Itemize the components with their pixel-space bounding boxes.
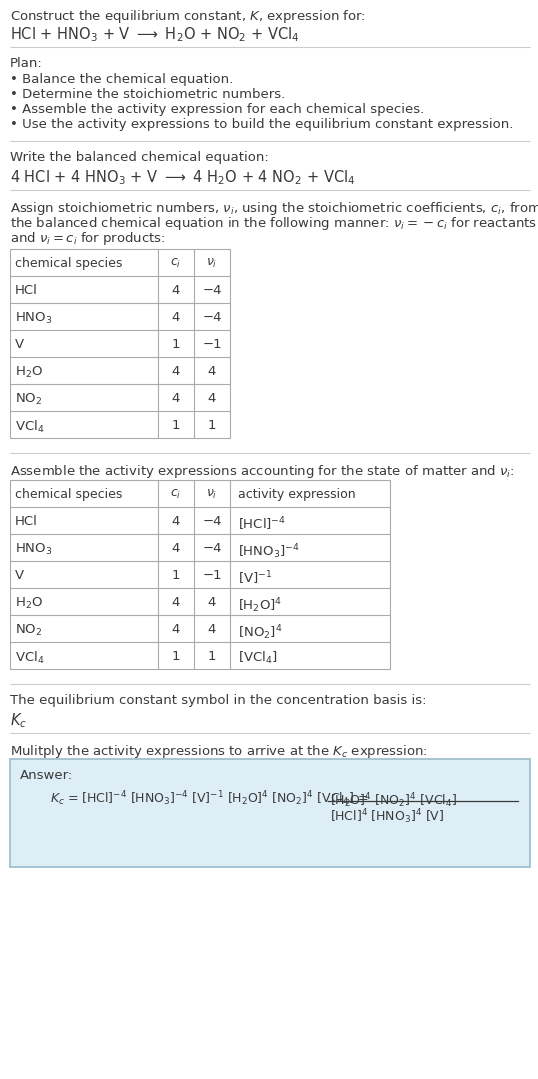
Text: 1: 1	[172, 338, 180, 351]
Text: 4: 4	[208, 365, 216, 378]
Text: $K_c$ = [HCl]$^{-4}$ [HNO$_3$]$^{-4}$ [V]$^{-1}$ [H$_2$O]$^4$ [NO$_2$]$^4$ [VCl$: $K_c$ = [HCl]$^{-4}$ [HNO$_3$]$^{-4}$ [V…	[50, 789, 369, 808]
Text: $\nu_i$: $\nu_i$	[206, 488, 218, 501]
Text: V: V	[15, 338, 24, 351]
Text: $K_c$: $K_c$	[10, 711, 27, 729]
Text: 1: 1	[208, 650, 216, 663]
Text: NO$_2$: NO$_2$	[15, 623, 43, 638]
Text: HCl: HCl	[15, 284, 38, 297]
Bar	[10, 480, 390, 669]
Text: 4 HCl + 4 HNO$_3$ + V $\longrightarrow$ 4 H$_2$O + 4 NO$_2$ + VCl$_4$: 4 HCl + 4 HNO$_3$ + V $\longrightarrow$ …	[10, 168, 356, 187]
Bar	[10, 759, 530, 868]
Text: Answer:: Answer:	[20, 769, 73, 782]
Text: [HCl]$^4$ [HNO$_3$]$^4$ [V]: [HCl]$^4$ [HNO$_3$]$^4$ [V]	[330, 807, 444, 825]
Text: VCl$_4$: VCl$_4$	[15, 650, 45, 666]
Text: • Balance the chemical equation.: • Balance the chemical equation.	[10, 73, 233, 86]
Text: 4: 4	[172, 284, 180, 297]
Text: NO$_2$: NO$_2$	[15, 392, 43, 407]
Text: $c_i$: $c_i$	[171, 257, 182, 270]
Text: 1: 1	[172, 419, 180, 432]
Text: and $\nu_i = c_i$ for products:: and $\nu_i = c_i$ for products:	[10, 230, 166, 247]
Text: Plan:: Plan:	[10, 57, 43, 70]
Text: [VCl$_4$]: [VCl$_4$]	[238, 650, 278, 666]
Text: 4: 4	[172, 542, 180, 555]
Text: HNO$_3$: HNO$_3$	[15, 542, 53, 557]
Text: $\nu_i$: $\nu_i$	[206, 257, 218, 270]
Text: chemical species: chemical species	[15, 257, 122, 270]
Text: VCl$_4$: VCl$_4$	[15, 419, 45, 435]
Text: 4: 4	[172, 596, 180, 609]
Text: 4: 4	[208, 392, 216, 405]
Text: H$_2$O: H$_2$O	[15, 365, 43, 380]
Text: HNO$_3$: HNO$_3$	[15, 311, 53, 326]
Text: Assemble the activity expressions accounting for the state of matter and $\nu_i$: Assemble the activity expressions accoun…	[10, 463, 515, 480]
Text: the balanced chemical equation in the following manner: $\nu_i = -c_i$ for react: the balanced chemical equation in the fo…	[10, 215, 537, 232]
Text: 4: 4	[172, 623, 180, 636]
Text: H$_2$O: H$_2$O	[15, 596, 43, 611]
Text: • Determine the stoichiometric numbers.: • Determine the stoichiometric numbers.	[10, 88, 285, 101]
Text: [HCl]$^{-4}$: [HCl]$^{-4}$	[238, 515, 286, 533]
Text: HCl + HNO$_3$ + V $\longrightarrow$ H$_2$O + NO$_2$ + VCl$_4$: HCl + HNO$_3$ + V $\longrightarrow$ H$_2…	[10, 25, 300, 44]
Text: activity expression: activity expression	[238, 488, 356, 501]
Text: [V]$^{-1}$: [V]$^{-1}$	[238, 569, 272, 587]
Text: 4: 4	[208, 623, 216, 636]
Text: [HNO$_3$]$^{-4}$: [HNO$_3$]$^{-4}$	[238, 542, 300, 561]
Text: The equilibrium constant symbol in the concentration basis is:: The equilibrium constant symbol in the c…	[10, 694, 427, 707]
Text: 1: 1	[172, 650, 180, 663]
Text: 4: 4	[172, 392, 180, 405]
Text: [NO$_2$]$^4$: [NO$_2$]$^4$	[238, 623, 282, 642]
Text: • Use the activity expressions to build the equilibrium constant expression.: • Use the activity expressions to build …	[10, 118, 513, 131]
Text: V: V	[15, 569, 24, 582]
Text: 4: 4	[208, 596, 216, 609]
Text: −4: −4	[202, 515, 222, 528]
Text: chemical species: chemical species	[15, 488, 122, 501]
Text: −4: −4	[202, 284, 222, 297]
Text: Write the balanced chemical equation:: Write the balanced chemical equation:	[10, 151, 269, 164]
Text: 1: 1	[208, 419, 216, 432]
Text: 4: 4	[172, 311, 180, 324]
Text: −4: −4	[202, 542, 222, 555]
Text: [H$_2$O]$^4$ [NO$_2$]$^4$ [VCl$_4$]: [H$_2$O]$^4$ [NO$_2$]$^4$ [VCl$_4$]	[330, 791, 457, 809]
Text: Construct the equilibrium constant, $K$, expression for:: Construct the equilibrium constant, $K$,…	[10, 8, 366, 25]
Text: −4: −4	[202, 311, 222, 324]
Text: HCl: HCl	[15, 515, 38, 528]
Text: Mulitply the activity expressions to arrive at the $K_c$ expression:: Mulitply the activity expressions to arr…	[10, 743, 428, 760]
Text: −1: −1	[202, 569, 222, 582]
Text: 4: 4	[172, 515, 180, 528]
Text: Assign stoichiometric numbers, $\nu_i$, using the stoichiometric coefficients, $: Assign stoichiometric numbers, $\nu_i$, …	[10, 200, 538, 217]
Text: 4: 4	[172, 365, 180, 378]
Text: $c_i$: $c_i$	[171, 488, 182, 501]
Text: [H$_2$O]$^4$: [H$_2$O]$^4$	[238, 596, 282, 615]
Text: −1: −1	[202, 338, 222, 351]
Text: 1: 1	[172, 569, 180, 582]
Bar	[10, 249, 230, 438]
Text: • Assemble the activity expression for each chemical species.: • Assemble the activity expression for e…	[10, 103, 424, 117]
